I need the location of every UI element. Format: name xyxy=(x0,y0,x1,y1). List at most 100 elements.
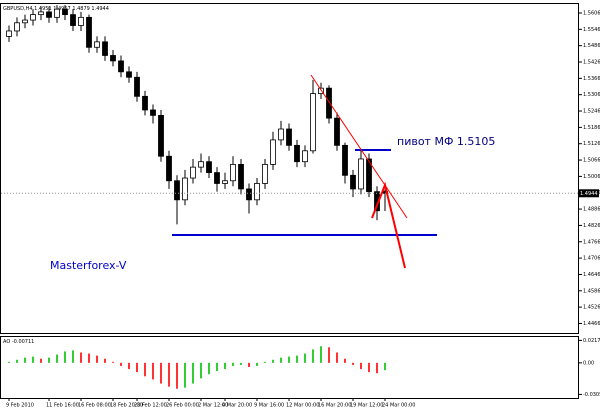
y-tick-label: 1.4766 xyxy=(583,239,600,245)
price-box-label: 1.4944 xyxy=(580,191,598,197)
candle-body xyxy=(166,155,172,182)
ao-bar xyxy=(128,362,130,370)
candle-body xyxy=(350,174,356,190)
x-tick-label: 9 Feb 2010 xyxy=(6,403,34,409)
ao-bar xyxy=(248,362,250,367)
y-tick-label: 1.4466 xyxy=(583,321,600,327)
candle-body xyxy=(294,144,300,163)
candle-body xyxy=(246,188,252,201)
candle-body xyxy=(206,161,212,173)
x-tick-label: 9 Mar 16:00 xyxy=(254,403,284,409)
x-tick-label: 11 Feb 16:00 xyxy=(46,403,79,409)
ao-header: AO -0.00711 xyxy=(3,339,34,345)
candle-body xyxy=(230,164,236,182)
y-tick-label: 1.4706 xyxy=(583,256,600,262)
ao-bar xyxy=(240,362,242,365)
x-tick-label: 18 Feb 20:00 xyxy=(110,403,143,409)
ao-bar xyxy=(112,361,114,363)
symbol: GBPUSD,H4 xyxy=(3,6,33,12)
ao-bar xyxy=(304,353,306,363)
price-box xyxy=(579,189,599,198)
candle-body xyxy=(358,158,364,190)
ao-bar xyxy=(80,352,82,363)
brand-label: Masterforex-V xyxy=(50,259,127,272)
ao-bar xyxy=(320,346,322,363)
ao-bar xyxy=(296,355,298,363)
x-tick-label: 4 Mar 20:00 xyxy=(222,403,252,409)
y-tick-label: 1.5606 xyxy=(583,10,600,16)
candle-body xyxy=(182,177,188,201)
ao-bar xyxy=(192,362,194,384)
y-tick-label: 1.5426 xyxy=(583,60,600,66)
y-tick-label: 1.5186 xyxy=(583,125,600,131)
ao-bar xyxy=(336,352,338,363)
trend-line xyxy=(310,74,408,219)
ao-y-tick-label: 0.00 xyxy=(583,360,594,366)
main-panel-frame xyxy=(0,3,579,334)
candle-body xyxy=(142,95,148,111)
ao-y-tick-label: 0.02171 xyxy=(583,338,600,344)
ao-bar xyxy=(8,361,10,363)
x-tick-label: 24 Mar 00:00 xyxy=(382,403,415,409)
ao-bar xyxy=(168,362,170,387)
x-tick-label: 12 Mar 00:00 xyxy=(286,403,319,409)
ao-bar xyxy=(208,362,210,375)
candle-body xyxy=(270,139,276,165)
ao-bar xyxy=(144,362,146,377)
ao-bar xyxy=(256,362,258,366)
ao-bar xyxy=(360,362,362,370)
ao-bar xyxy=(224,362,226,370)
y-tick-label: 1.4526 xyxy=(583,305,600,311)
ao-bar xyxy=(176,362,178,389)
ao-bar xyxy=(352,362,354,365)
candle-body xyxy=(126,71,132,78)
ao-bar xyxy=(368,362,370,373)
candle-body xyxy=(334,117,340,146)
y-tick-label: 1.4586 xyxy=(583,288,600,294)
y-tick-label: 1.5066 xyxy=(583,158,600,164)
candle-body xyxy=(222,180,228,184)
candle-body xyxy=(54,8,60,18)
ao-bar xyxy=(232,362,234,366)
ao-bar xyxy=(200,362,202,379)
ao-bar xyxy=(136,362,138,373)
ao-bar xyxy=(184,362,186,388)
ao-bar xyxy=(56,354,58,363)
ao-bar xyxy=(264,361,266,363)
header-low: 1.4879 xyxy=(72,6,90,12)
y-tick-label: 1.5126 xyxy=(583,141,600,147)
candle-body xyxy=(366,158,372,193)
ao-bar xyxy=(16,359,18,363)
candle-body xyxy=(134,76,140,97)
ao-bar xyxy=(32,356,34,363)
candle-body xyxy=(22,19,28,24)
ao-bar xyxy=(72,350,74,363)
ao-current: -0.00711 xyxy=(12,339,34,345)
candle-body xyxy=(86,16,92,48)
header-close: 1.4944 xyxy=(91,6,109,12)
ao-bar xyxy=(64,351,66,363)
ao-bar xyxy=(280,357,282,363)
candle-body xyxy=(78,16,84,26)
candle-body xyxy=(286,128,292,146)
ao-name: AO xyxy=(3,339,10,345)
y-tick-label: 1.5006 xyxy=(583,174,600,180)
ao-bar xyxy=(104,358,106,363)
x-tick-label: 2 Mar 12:00 xyxy=(198,403,228,409)
candle-body xyxy=(38,11,44,16)
y-tick-label: 1.5366 xyxy=(583,76,600,82)
x-tick-label: 23 Feb 12:00 xyxy=(134,403,167,409)
candle-body xyxy=(302,150,308,163)
candle-body xyxy=(70,14,76,26)
annotations: пивот МФ 1.5105 Masterforex-V xyxy=(50,74,495,272)
ao-bar xyxy=(120,362,122,366)
candle-body xyxy=(262,164,268,184)
ao-bar xyxy=(216,362,218,372)
candle-body xyxy=(198,161,204,168)
x-tick-label: 16 Feb 08:00 xyxy=(78,403,111,409)
ao-bar xyxy=(272,359,274,363)
candle-body xyxy=(62,8,68,16)
ao-bar xyxy=(48,357,50,363)
